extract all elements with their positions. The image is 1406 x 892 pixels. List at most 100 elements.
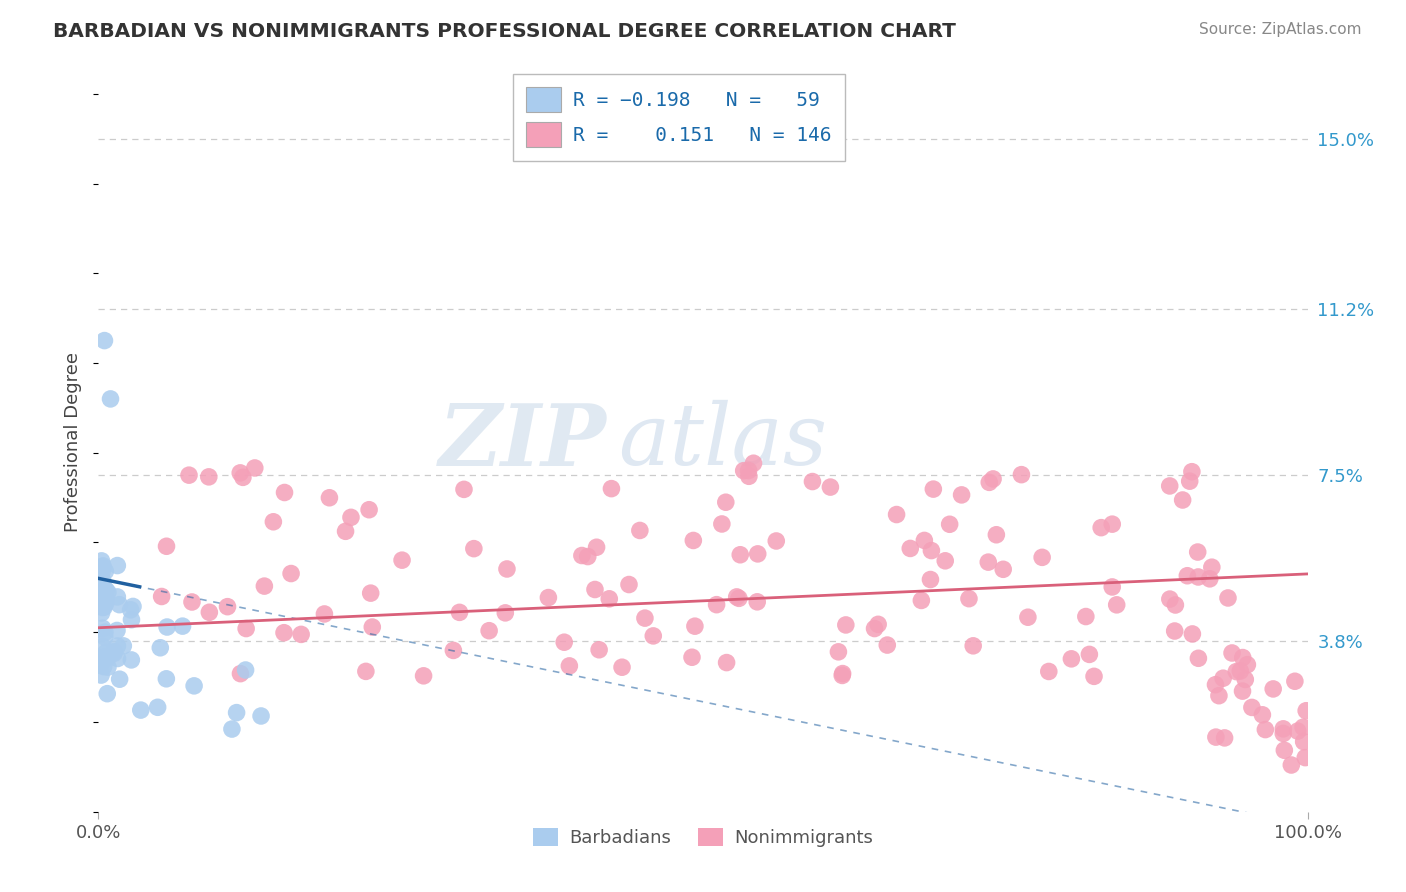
Point (1101, 580, 1123, 594)
Point (91, 565, 114, 579)
Point (886, 508, 908, 522)
Point (96, 687, 118, 701)
Point (910, 593, 932, 607)
Point (232, 470, 254, 484)
Point (831, 668, 853, 682)
Point (583, 582, 606, 597)
Point (121, 613, 143, 627)
Point (235, 622, 257, 636)
Point (993, 562, 1015, 576)
Point (820, 480, 842, 494)
Point (737, 463, 759, 477)
Point (986, 528, 1008, 542)
Point (801, 475, 824, 489)
Point (273, 485, 295, 500)
Point (97, 585, 120, 599)
Point (225, 706, 247, 720)
Point (863, 622, 886, 636)
Point (290, 627, 312, 641)
Point (716, 656, 738, 670)
Point (1159, 592, 1181, 607)
Point (93, 334, 115, 348)
Point (94, 584, 117, 599)
Point (90, 579, 112, 593)
Point (934, 554, 956, 568)
Point (91, 574, 114, 589)
Point (463, 541, 485, 556)
Point (1284, 674, 1306, 689)
Point (537, 591, 560, 605)
Point (1090, 521, 1112, 535)
Point (318, 491, 340, 505)
Point (765, 533, 787, 548)
Point (898, 541, 921, 556)
Point (112, 639, 135, 653)
Point (598, 591, 620, 606)
Point (90, 606, 112, 620)
Point (588, 642, 610, 657)
Point (120, 653, 142, 667)
Point (1236, 657, 1258, 672)
Point (391, 553, 413, 567)
Point (681, 650, 703, 665)
Point (1208, 689, 1230, 703)
Point (738, 469, 761, 483)
Point (221, 722, 243, 736)
Point (725, 590, 748, 604)
Point (94, 583, 117, 598)
Point (1232, 650, 1254, 665)
Point (1198, 572, 1220, 586)
Point (682, 533, 704, 548)
Point (89, 658, 111, 673)
Point (710, 516, 733, 531)
Text: Source: ZipAtlas.com: Source: ZipAtlas.com (1198, 22, 1361, 37)
Point (1101, 517, 1123, 532)
Point (129, 703, 152, 717)
Point (553, 635, 575, 649)
Point (728, 591, 751, 606)
Point (1294, 750, 1316, 764)
Point (1229, 664, 1251, 678)
Point (335, 524, 357, 539)
Point (922, 482, 945, 496)
Point (1213, 731, 1236, 745)
Point (262, 515, 284, 529)
Point (1286, 724, 1309, 739)
Point (93, 659, 115, 673)
Point (146, 700, 169, 714)
Point (977, 555, 1000, 569)
Point (1083, 669, 1105, 683)
Point (183, 679, 205, 693)
Point (103, 646, 125, 660)
Point (105, 624, 128, 638)
Point (1010, 467, 1032, 482)
Point (920, 543, 942, 558)
Point (453, 483, 475, 497)
Point (558, 659, 581, 673)
Point (449, 606, 471, 620)
Point (957, 591, 980, 606)
Point (361, 620, 384, 634)
Point (120, 603, 142, 617)
Point (354, 665, 377, 679)
Point (1171, 493, 1194, 508)
Point (105, 558, 128, 573)
Point (91, 591, 114, 606)
Point (962, 639, 984, 653)
Point (979, 475, 1001, 490)
Point (103, 645, 125, 659)
Point (280, 566, 302, 581)
Point (610, 660, 633, 674)
Point (1232, 684, 1254, 698)
Point (747, 547, 769, 561)
Point (1292, 720, 1315, 734)
Point (876, 638, 898, 652)
Point (93, 586, 115, 600)
Point (1240, 700, 1263, 714)
Point (643, 629, 665, 643)
Point (1105, 598, 1128, 612)
Legend: Barbadians, Nonimmigrants: Barbadians, Nonimmigrants (526, 821, 880, 855)
Point (683, 619, 706, 633)
Point (94, 650, 117, 665)
Point (93, 595, 115, 609)
